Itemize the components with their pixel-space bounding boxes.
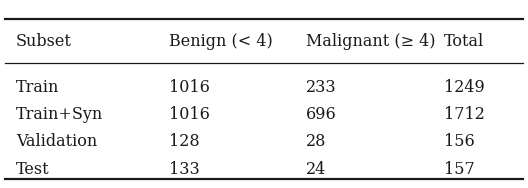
Text: 233: 233 xyxy=(306,79,337,96)
Text: 28: 28 xyxy=(306,133,327,150)
Text: 133: 133 xyxy=(169,161,200,178)
Text: 157: 157 xyxy=(444,161,474,178)
Text: Train+Syn: Train+Syn xyxy=(16,106,103,123)
Text: Benign (< 4): Benign (< 4) xyxy=(169,33,272,50)
Text: Subset: Subset xyxy=(16,33,72,50)
Text: 1016: 1016 xyxy=(169,106,210,123)
Text: Validation: Validation xyxy=(16,133,97,150)
Text: 1016: 1016 xyxy=(169,79,210,96)
Text: Total: Total xyxy=(444,33,484,50)
Text: 128: 128 xyxy=(169,133,200,150)
Text: Train: Train xyxy=(16,79,59,96)
Text: 1712: 1712 xyxy=(444,106,484,123)
Text: 1249: 1249 xyxy=(444,79,484,96)
Text: Malignant (≥ 4): Malignant (≥ 4) xyxy=(306,33,436,50)
Text: Test: Test xyxy=(16,161,50,178)
Text: 696: 696 xyxy=(306,106,337,123)
Text: 156: 156 xyxy=(444,133,474,150)
Text: 24: 24 xyxy=(306,161,326,178)
